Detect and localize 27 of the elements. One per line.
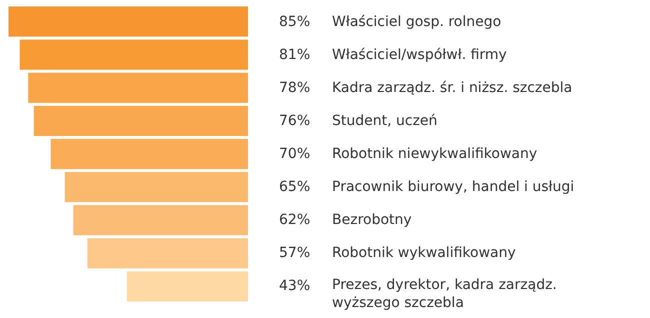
y-tick-label: Kadra zarządz. śr. i niższ. szczebla	[332, 80, 572, 96]
y-tick-label: Pracownik biurowy, handel i usługi	[332, 179, 574, 195]
bar	[50, 138, 248, 170]
data-label: 78%	[279, 80, 310, 96]
y-tick-label: Robotnik niewykwalifikowany	[332, 146, 538, 162]
data-label: 57%	[279, 245, 310, 261]
y-tick-label: Bezrobotny	[332, 212, 412, 228]
data-label: 70%	[279, 146, 310, 162]
bar	[20, 40, 248, 70]
bar	[8, 6, 248, 37]
data-label: 85%	[279, 14, 310, 30]
y-tick-label: Prezes, dyrektor, kadra zarządz. wyższego szczebla	[332, 277, 557, 312]
data-label: 65%	[279, 179, 310, 195]
data-label: 81%	[279, 47, 310, 63]
y-tick-label: Właściciel gosp. rolnego	[332, 14, 502, 30]
bar	[126, 271, 248, 302]
bar	[64, 172, 248, 202]
data-label: 62%	[279, 212, 310, 228]
y-tick-label: Właściciel/współwł. firmy	[332, 47, 507, 63]
y-tick-label: Robotnik wykwalifikowany	[332, 245, 516, 261]
bar	[34, 106, 248, 136]
data-label: 76%	[279, 113, 310, 129]
bar	[28, 72, 248, 103]
bar	[73, 205, 248, 236]
y-tick-label: Student, uczeń	[332, 113, 438, 129]
data-label: 43%	[279, 278, 310, 294]
bar	[87, 238, 248, 268]
